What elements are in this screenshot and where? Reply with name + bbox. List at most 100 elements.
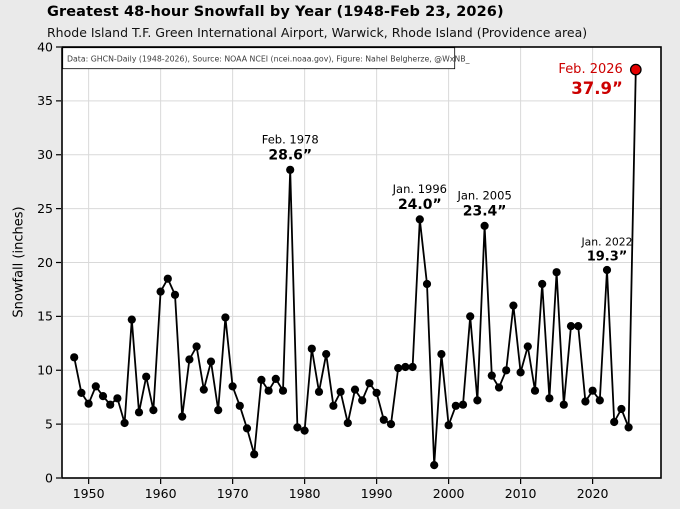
data-point xyxy=(293,423,302,432)
x-tick-label: 1990 xyxy=(361,486,393,501)
data-point xyxy=(178,412,187,421)
data-point xyxy=(494,383,504,392)
svg-text:23.4”: 23.4” xyxy=(463,203,507,219)
data-point xyxy=(149,406,158,415)
data-point xyxy=(466,312,475,321)
gridlines xyxy=(62,47,661,478)
x-tick-label: 1980 xyxy=(289,486,321,501)
svg-text:19.3”: 19.3” xyxy=(587,250,628,265)
data-point xyxy=(329,401,338,410)
x-tick-label: 2010 xyxy=(505,486,537,501)
annotation-2026: Feb. 2026 37.9” xyxy=(558,62,622,98)
data-point xyxy=(386,420,396,429)
data-point xyxy=(394,364,403,373)
data-points xyxy=(70,63,642,470)
data-point xyxy=(70,353,79,362)
y-axis-ticks: 0 5 10 15 20 25 30 35 40 xyxy=(37,39,61,485)
data-point xyxy=(91,382,100,391)
svg-text:Jan. 2022: Jan. 2022 xyxy=(581,236,633,249)
data-point xyxy=(610,417,619,427)
data-point xyxy=(120,418,129,428)
data-point xyxy=(163,274,172,283)
data-point xyxy=(185,355,194,364)
y-tick-label: 10 xyxy=(37,363,53,378)
data-point xyxy=(588,386,597,395)
data-point xyxy=(523,342,532,351)
data-point xyxy=(214,406,223,415)
y-tick-label: 25 xyxy=(37,201,53,216)
x-tick-label: 1970 xyxy=(217,486,249,501)
svg-text:28.6”: 28.6” xyxy=(268,147,312,163)
data-point xyxy=(77,388,86,397)
data-point xyxy=(250,450,259,459)
data-point xyxy=(444,421,453,430)
data-point xyxy=(170,290,180,299)
highlight-data-point xyxy=(629,63,642,76)
data-point xyxy=(113,394,122,403)
data-point xyxy=(322,350,331,359)
data-point xyxy=(581,397,590,406)
data-point xyxy=(142,372,151,381)
data-point xyxy=(199,385,208,394)
data-point xyxy=(98,392,108,401)
x-tick-label: 2020 xyxy=(577,486,609,501)
data-point xyxy=(437,350,446,359)
svg-text:24.0”: 24.0” xyxy=(398,197,442,213)
data-point xyxy=(206,357,216,366)
x-axis-ticks: 1950 1960 1970 1980 1990 2000 2010 2020 xyxy=(73,479,609,501)
data-point xyxy=(408,362,417,372)
data-point xyxy=(415,215,424,224)
data-point xyxy=(617,404,626,414)
data-point xyxy=(574,322,583,331)
data-point xyxy=(336,387,345,396)
data-point xyxy=(134,408,144,417)
data-point xyxy=(264,386,273,395)
data-point xyxy=(480,221,489,230)
chart-subtitle: Rhode Island T.F. Green International Ai… xyxy=(47,25,588,40)
data-point xyxy=(379,415,388,424)
svg-text:Feb. 2026: Feb. 2026 xyxy=(558,62,622,77)
data-point xyxy=(538,279,547,289)
data-point xyxy=(106,400,115,409)
y-tick-label: 30 xyxy=(37,147,53,162)
data-point xyxy=(530,386,540,395)
data-point xyxy=(559,400,568,409)
data-point xyxy=(458,400,468,409)
data-point xyxy=(278,386,288,395)
data-point xyxy=(516,368,525,377)
data-point xyxy=(314,387,324,396)
data-point xyxy=(235,401,244,410)
data-point xyxy=(552,268,561,277)
data-point xyxy=(257,375,266,384)
data-point xyxy=(401,362,410,372)
y-tick-label: 20 xyxy=(37,255,53,270)
data-point xyxy=(343,418,352,428)
x-tick-label: 1950 xyxy=(73,486,105,501)
svg-text:Feb. 1978: Feb. 1978 xyxy=(262,132,319,146)
data-point xyxy=(487,371,496,380)
data-point xyxy=(358,396,367,405)
data-point xyxy=(365,379,374,388)
chart-title: Greatest 48-hour Snowfall by Year (1948-… xyxy=(47,4,504,20)
data-point xyxy=(156,287,165,296)
data-point xyxy=(451,401,460,410)
data-point xyxy=(545,394,554,403)
y-tick-label: 40 xyxy=(37,39,53,54)
data-point xyxy=(430,461,439,470)
svg-text:Jan. 1996: Jan. 1996 xyxy=(392,182,447,196)
y-tick-label: 0 xyxy=(45,470,53,485)
data-point xyxy=(221,313,230,322)
data-point xyxy=(271,374,280,383)
data-point xyxy=(300,426,309,435)
footnote-text: Data: GHCN-Daily (1948-2026), Source: NO… xyxy=(67,55,470,64)
data-point xyxy=(509,301,518,310)
data-point xyxy=(422,279,432,289)
y-tick-label: 35 xyxy=(37,93,53,108)
svg-text:Jan. 2005: Jan. 2005 xyxy=(456,188,511,202)
